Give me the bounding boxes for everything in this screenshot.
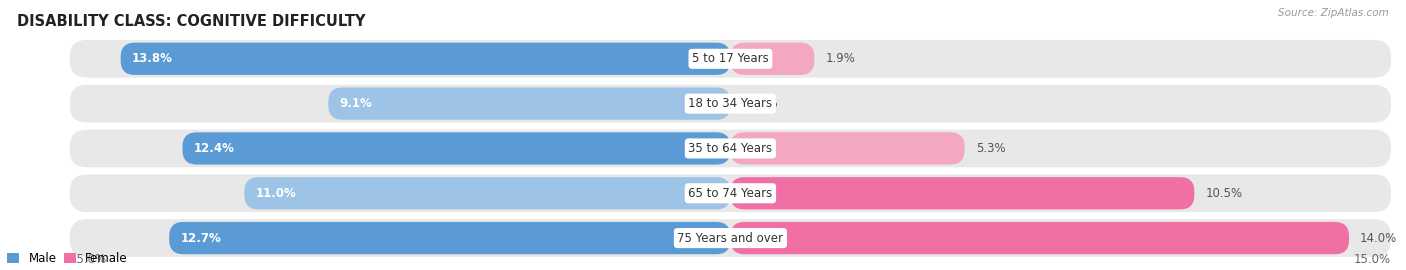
FancyBboxPatch shape bbox=[329, 87, 730, 120]
FancyBboxPatch shape bbox=[183, 132, 730, 165]
Text: 5.3%: 5.3% bbox=[976, 142, 1005, 155]
Text: 15.0%: 15.0% bbox=[1354, 253, 1391, 266]
FancyBboxPatch shape bbox=[70, 219, 1391, 257]
Text: 65 to 74 Years: 65 to 74 Years bbox=[689, 187, 772, 200]
FancyBboxPatch shape bbox=[70, 174, 1391, 212]
Text: Source: ZipAtlas.com: Source: ZipAtlas.com bbox=[1278, 8, 1389, 18]
Legend: Male, Female: Male, Female bbox=[3, 247, 132, 270]
Text: 1.9%: 1.9% bbox=[825, 52, 855, 65]
Text: 14.0%: 14.0% bbox=[1360, 232, 1398, 245]
Text: 12.7%: 12.7% bbox=[180, 232, 221, 245]
Text: 15.0%: 15.0% bbox=[70, 253, 107, 266]
FancyBboxPatch shape bbox=[730, 177, 1194, 210]
Text: 35 to 64 Years: 35 to 64 Years bbox=[689, 142, 772, 155]
Text: 75 Years and over: 75 Years and over bbox=[678, 232, 783, 245]
Text: 0.0%: 0.0% bbox=[748, 97, 778, 110]
FancyBboxPatch shape bbox=[730, 222, 1348, 254]
FancyBboxPatch shape bbox=[70, 40, 1391, 78]
FancyBboxPatch shape bbox=[121, 43, 730, 75]
Text: 12.4%: 12.4% bbox=[194, 142, 235, 155]
Text: 5 to 17 Years: 5 to 17 Years bbox=[692, 52, 769, 65]
FancyBboxPatch shape bbox=[245, 177, 730, 210]
Text: 11.0%: 11.0% bbox=[256, 187, 297, 200]
FancyBboxPatch shape bbox=[169, 222, 730, 254]
Text: DISABILITY CLASS: COGNITIVE DIFFICULTY: DISABILITY CLASS: COGNITIVE DIFFICULTY bbox=[17, 14, 366, 29]
Text: 18 to 34 Years: 18 to 34 Years bbox=[689, 97, 772, 110]
Text: 9.1%: 9.1% bbox=[339, 97, 373, 110]
FancyBboxPatch shape bbox=[730, 132, 965, 165]
Text: 13.8%: 13.8% bbox=[132, 52, 173, 65]
Text: 10.5%: 10.5% bbox=[1205, 187, 1243, 200]
FancyBboxPatch shape bbox=[730, 43, 814, 75]
FancyBboxPatch shape bbox=[70, 85, 1391, 123]
FancyBboxPatch shape bbox=[70, 130, 1391, 167]
